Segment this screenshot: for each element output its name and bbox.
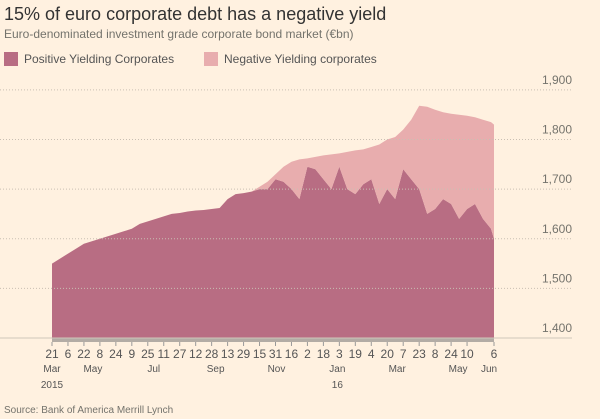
x-tick-label: 8: [432, 347, 439, 361]
y-tick-label: 1,600: [542, 222, 572, 236]
legend-label: Positive Yielding Corporates: [24, 52, 174, 66]
x-tick-label: 18: [317, 347, 331, 361]
x-tick-label: 8: [97, 347, 104, 361]
x-month-label: Jun: [481, 364, 497, 375]
x-tick-label: 19: [349, 347, 363, 361]
x-year-label: 2015: [41, 380, 64, 391]
x-tick-label: 6: [65, 347, 72, 361]
y-tick-label: 1,500: [542, 271, 572, 285]
legend-swatch: [4, 52, 18, 66]
x-tick-label: 7: [400, 347, 407, 361]
legend-label: Negative Yielding corporates: [224, 52, 377, 66]
x-month-label: Mar: [389, 364, 407, 375]
chart-subtitle: Euro-denominated investment grade corpor…: [4, 27, 354, 41]
x-tick-label: 9: [128, 347, 135, 361]
x-tick-label: 11: [158, 347, 171, 361]
source: Source: Bank of America Merrill Lynch: [4, 405, 173, 416]
x-tick-label: 25: [141, 347, 155, 361]
x-tick-label: 15: [253, 347, 267, 361]
x-tick-label: 3: [336, 347, 343, 361]
y-tick-label: 1,800: [542, 123, 572, 137]
x-tick-label: 28: [205, 347, 219, 361]
y-tick-label: 1,700: [542, 172, 572, 186]
chart-title: 15% of euro corporate debt has a negativ…: [4, 4, 386, 24]
x-tick-label: 2: [304, 347, 311, 361]
x-month-label: Sep: [207, 364, 225, 375]
x-month-label: May: [83, 364, 102, 375]
x-tick-label: 24: [109, 347, 123, 361]
x-tick-label: 23: [412, 347, 426, 361]
x-month-label: Jan: [329, 364, 345, 375]
x-month-label: Jul: [147, 364, 160, 375]
x-month-label: May: [449, 364, 468, 375]
x-year-label: 16: [332, 380, 344, 391]
y-tick-label: 1,400: [542, 321, 572, 335]
x-tick-label: 24: [444, 347, 458, 361]
x-tick-label: 29: [237, 347, 251, 361]
area: [52, 166, 494, 338]
x-tick-label: 10: [460, 347, 474, 361]
x-tick-label: 21: [45, 347, 59, 361]
y-tick-label: 1,900: [542, 73, 572, 87]
x-month-label: Nov: [268, 364, 286, 375]
x-tick-label: 13: [221, 347, 235, 361]
baseline: [52, 338, 494, 342]
x-month-label: Mar: [43, 364, 61, 375]
x-tick-label: 16: [285, 347, 299, 361]
area: [52, 105, 494, 264]
x-tick-label: 4: [368, 347, 375, 361]
x-tick-label: 12: [189, 347, 203, 361]
x-tick-label: 20: [381, 347, 395, 361]
legend-swatch: [204, 52, 218, 66]
x-tick-label: 22: [77, 347, 91, 361]
x-tick-label: 27: [173, 347, 187, 361]
x-tick-label: 6: [491, 347, 498, 361]
x-tick-label: 31: [269, 347, 283, 361]
